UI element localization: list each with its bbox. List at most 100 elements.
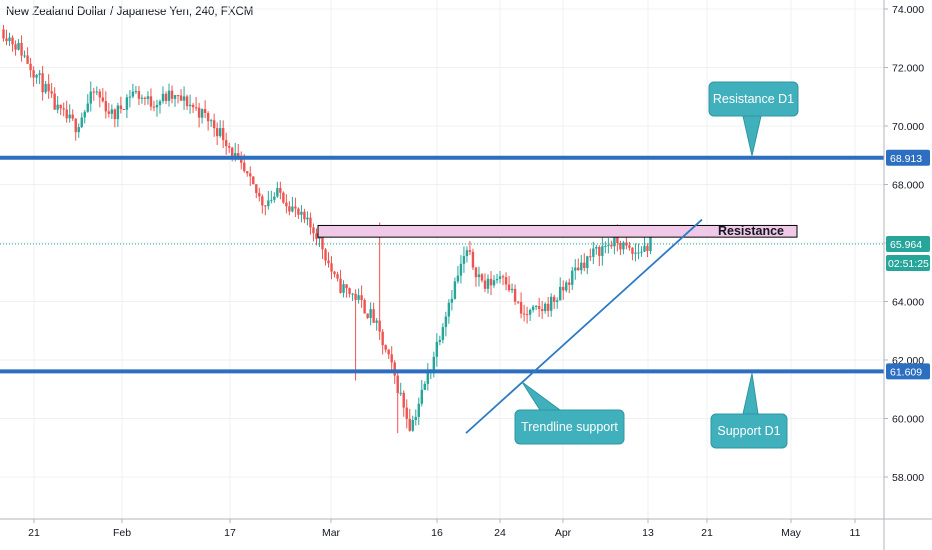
candle-body (176, 95, 180, 97)
candle-body (399, 392, 402, 394)
y-tick-label: 68.000 (892, 180, 924, 192)
candle-body (510, 288, 514, 291)
candle-body (155, 105, 159, 108)
candle-body (537, 306, 541, 310)
candle-body (417, 403, 420, 417)
candle-body (586, 256, 589, 269)
price-label-level: 61.609 (886, 363, 930, 380)
x-tick-label: 11 (850, 527, 861, 539)
candle-body (104, 101, 108, 112)
candle-body (297, 208, 300, 215)
candle-body (420, 389, 423, 404)
candle-body (342, 284, 345, 293)
candle-body (525, 314, 529, 316)
candle-body (161, 93, 165, 102)
candle-body (432, 356, 436, 371)
candle-body (53, 93, 56, 110)
candle-body (258, 192, 261, 197)
candle-body (372, 309, 375, 323)
candle-body (468, 250, 472, 252)
candle-body (300, 211, 303, 215)
candle-body (369, 309, 372, 318)
candle-body (435, 341, 439, 357)
candle-body (583, 262, 586, 269)
x-tick-label: Apr (555, 527, 572, 539)
candle-body (312, 227, 315, 234)
candle-body (628, 245, 631, 248)
candle-body (206, 113, 210, 122)
x-tick-label: May (781, 527, 802, 539)
y-tick-label: 58.000 (892, 472, 924, 484)
candle-body (637, 252, 640, 254)
y-tick-label: 70.000 (892, 121, 924, 133)
candle-body (282, 192, 285, 203)
candle-body (14, 44, 17, 50)
candle-body (531, 306, 535, 310)
candle-body (291, 206, 294, 212)
candle-body (571, 270, 574, 285)
candle-body (194, 107, 198, 109)
candle-body (267, 200, 270, 207)
candle-body (2, 29, 5, 39)
candle-body (336, 274, 339, 279)
candle-body (501, 276, 505, 278)
x-tick-label: 24 (494, 527, 506, 539)
candle-body (589, 256, 592, 258)
candle-body (408, 418, 411, 431)
candle-body (26, 55, 29, 64)
candle-body (306, 217, 309, 220)
candle-body (354, 293, 357, 300)
candle-body (50, 91, 53, 94)
trendline-support-callout-text: Trendline support (521, 420, 618, 434)
candle-body (321, 235, 324, 250)
x-tick-label: Mar (322, 527, 341, 539)
candle-body (221, 128, 225, 141)
candle-body (357, 295, 360, 300)
candle-body (426, 372, 430, 384)
candle-body (513, 288, 517, 302)
candle-body (158, 101, 162, 106)
candle-body (366, 313, 369, 318)
candle-body (288, 206, 291, 212)
candle-body (252, 176, 255, 185)
candle-body (396, 375, 399, 394)
candle-body (197, 107, 201, 118)
candle-body (465, 250, 469, 257)
candle-body (441, 327, 445, 340)
candle-body (234, 153, 237, 157)
candle-body (270, 199, 273, 201)
y-tick-label: 60.000 (892, 414, 924, 426)
candle-body (522, 313, 526, 315)
candle-body (32, 70, 35, 78)
candle-body (68, 114, 71, 119)
candle-body (5, 38, 8, 42)
candle-body (164, 93, 168, 101)
candle-body (294, 206, 297, 209)
countdown-label: 02:51:25 (886, 255, 930, 272)
candle-body (543, 303, 547, 312)
candle-body (243, 162, 246, 172)
candle-body (86, 103, 89, 112)
candle-body (574, 267, 577, 271)
candle-body (261, 196, 264, 206)
candle-body (384, 345, 387, 350)
candle-body (619, 242, 622, 250)
last-price-label: 65.964 (886, 236, 930, 253)
x-tick-label: 21 (28, 527, 40, 539)
candle-body (119, 105, 123, 110)
candle-body (507, 284, 511, 291)
candle-body (62, 108, 65, 110)
candle-body (44, 83, 47, 93)
candle-body (143, 97, 147, 99)
candle-body (387, 349, 390, 355)
candle-body (131, 91, 135, 97)
candle-body (489, 278, 493, 286)
candle-body (381, 331, 384, 346)
candle-body (11, 37, 14, 45)
candle-body (528, 309, 532, 315)
candle-body (580, 262, 583, 271)
candle-body (607, 245, 610, 247)
candle-body (80, 117, 83, 128)
candle-body (390, 354, 393, 363)
